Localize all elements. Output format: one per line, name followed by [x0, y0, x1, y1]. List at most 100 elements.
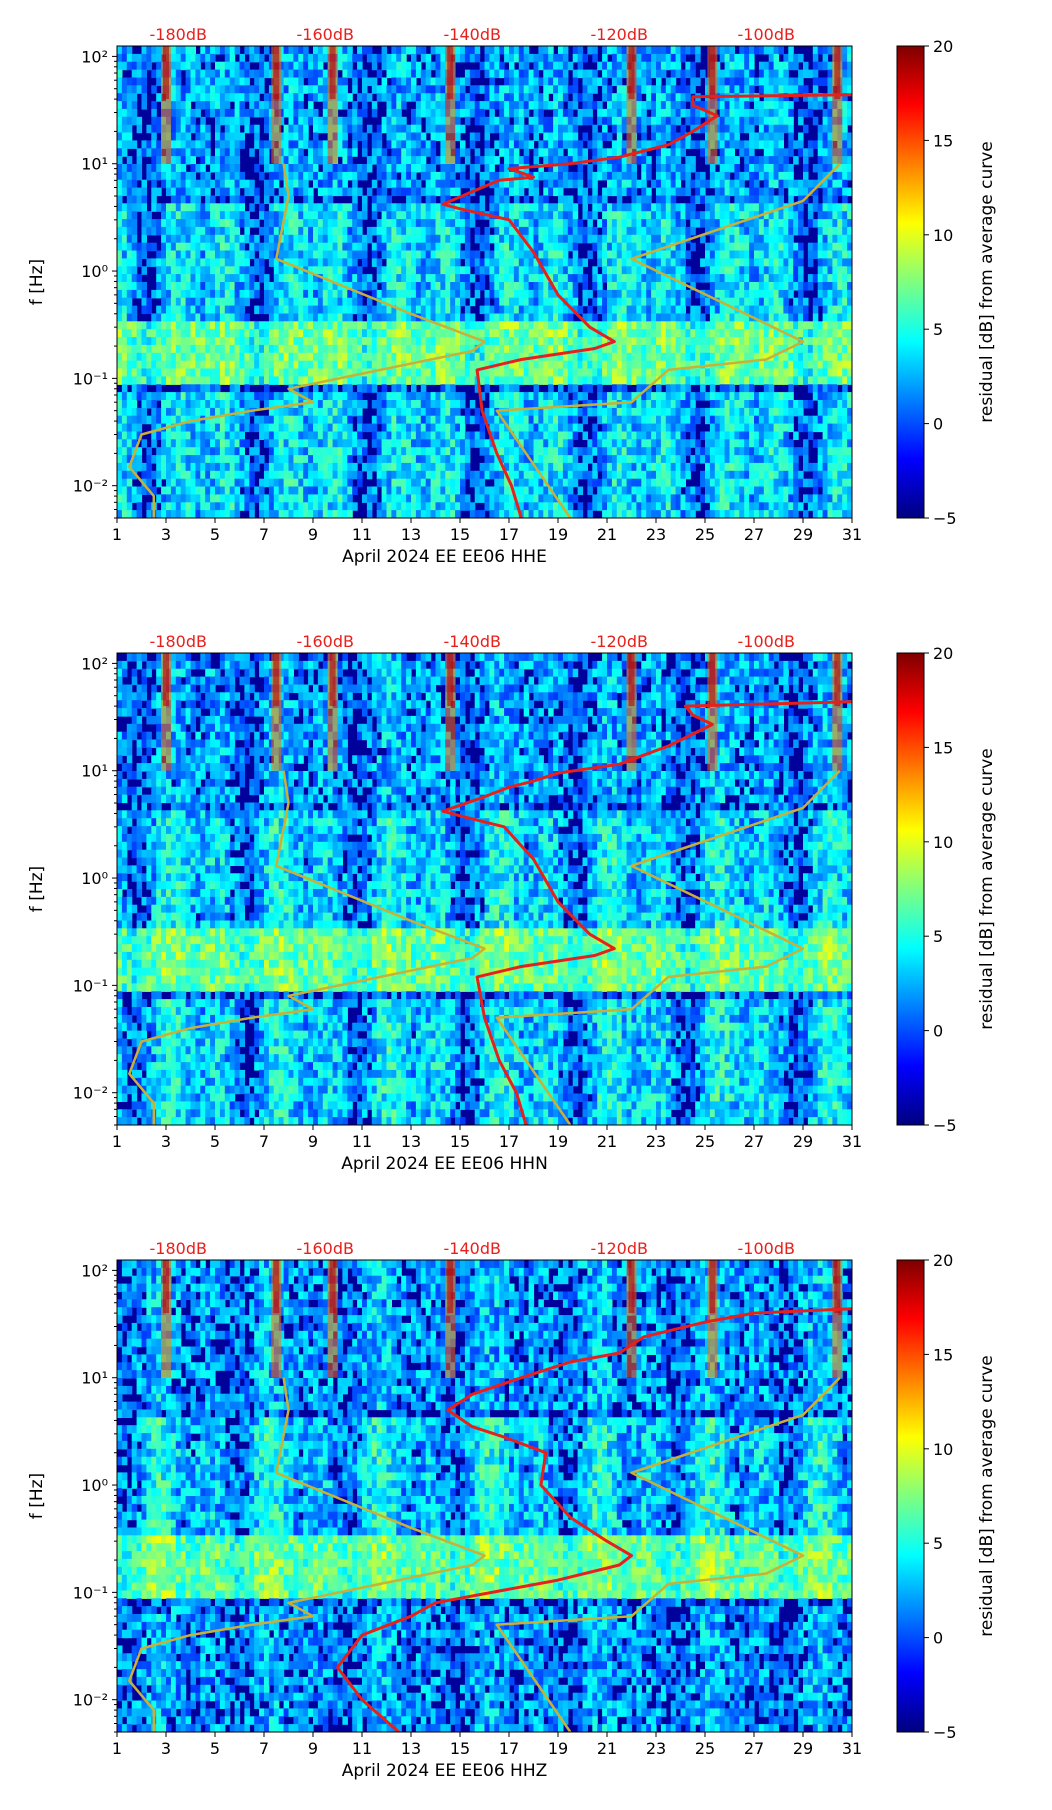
- spectrogram-cell: [567, 431, 574, 440]
- spectrogram-cell: [406, 344, 412, 354]
- spectrogram-cell: [288, 392, 294, 401]
- spectrogram-cell: [445, 313, 451, 322]
- spectrogram-cell: [567, 494, 574, 503]
- spectrogram-cell: [538, 219, 544, 228]
- spectrogram-cell: [308, 77, 314, 86]
- spectrogram-cell: [489, 164, 495, 173]
- spectrogram-cell: [327, 258, 334, 267]
- spectrogram-cell: [322, 423, 329, 433]
- spectrogram-cell: [489, 101, 495, 110]
- spectrogram-cell: [391, 132, 397, 141]
- spectrogram-cell: [499, 407, 505, 417]
- spectrogram-cell: [499, 439, 505, 448]
- spectrogram-cell: [464, 274, 471, 283]
- spectrogram-cell: [558, 140, 564, 149]
- spectrogram-cell: [219, 226, 226, 236]
- spectrogram-cell: [567, 242, 574, 252]
- spectrogram-cell: [210, 179, 216, 189]
- spectrogram-cell: [455, 439, 461, 448]
- spectrogram-cell: [244, 282, 250, 291]
- spectrogram-cell: [484, 132, 490, 141]
- spectrogram-cell: [499, 297, 505, 307]
- spectrogram-cell: [264, 392, 270, 401]
- spectrogram-cell: [273, 344, 280, 354]
- spectrogram-cell: [175, 85, 182, 94]
- spectrogram-cell: [362, 329, 368, 338]
- spectrogram-cell: [175, 439, 182, 448]
- spectrogram-cell: [347, 494, 353, 503]
- spectrogram-cell: [259, 415, 265, 425]
- spectrogram-cell: [342, 455, 348, 464]
- spectrogram-cell: [156, 321, 162, 330]
- spectrogram-cell: [239, 242, 245, 252]
- spectrogram-cell: [504, 148, 510, 157]
- spectrogram-cell: [455, 337, 461, 346]
- spectrogram-cell: [156, 187, 162, 197]
- spectrogram-cell: [190, 234, 196, 244]
- spectrogram-cell: [440, 494, 446, 503]
- spectrogram-cell: [396, 156, 402, 165]
- spectrogram-cell: [445, 447, 451, 456]
- spectrogram-cell: [504, 211, 510, 220]
- spectrogram-cell: [562, 203, 569, 212]
- spectrogram-cell: [381, 407, 388, 417]
- spectrogram-cell: [362, 77, 368, 86]
- spectrogram-cell: [141, 321, 147, 330]
- spectrogram-cell: [313, 470, 319, 480]
- spectrogram-cell: [425, 376, 432, 385]
- spectrogram-cell: [543, 116, 549, 126]
- spectrogram-cell: [420, 462, 427, 472]
- spectrogram-cell: [229, 494, 236, 503]
- spectrogram-cell: [347, 321, 353, 330]
- spectrogram-cell: [136, 455, 143, 464]
- spectrogram-cell: [205, 313, 211, 322]
- spectrogram-cell: [141, 470, 147, 480]
- spectrogram-cell: [234, 431, 241, 440]
- spectrogram-cell: [205, 455, 211, 464]
- spectrogram-cell: [121, 392, 128, 401]
- spectrogram-cell: [195, 368, 201, 377]
- spectrogram-cell: [205, 101, 211, 110]
- spectrogram-cell: [543, 470, 549, 480]
- spectrogram-cell: [386, 400, 392, 409]
- spectrogram-cell: [121, 462, 128, 472]
- spectrogram-cell: [435, 368, 441, 377]
- spectrogram-cell: [234, 360, 241, 370]
- spectrogram-cell: [215, 478, 221, 488]
- spectrogram-cell: [288, 132, 294, 141]
- spectrogram-cell: [210, 211, 216, 220]
- spectrogram-cell: [322, 211, 329, 220]
- spectrogram-cell: [170, 447, 177, 456]
- spectrogram-cell: [572, 352, 579, 362]
- spectrogram-cell: [523, 368, 530, 377]
- spectrogram-cell: [553, 400, 559, 409]
- spectrogram-cell: [572, 69, 579, 79]
- spectrogram-cell: [161, 455, 167, 464]
- spectrogram-cell: [479, 101, 486, 110]
- spectrogram-cell: [219, 46, 226, 55]
- spectrogram-cell: [357, 171, 363, 181]
- spectrogram-cell: [180, 329, 187, 338]
- spectrogram-cell: [136, 368, 143, 377]
- spectrogram-cell: [195, 219, 201, 228]
- spectrogram-cell: [166, 250, 172, 259]
- spectrogram-cell: [190, 116, 196, 126]
- spectrogram-cell: [347, 234, 353, 244]
- spectrogram-cell: [170, 219, 177, 228]
- spectrogram-cell: [200, 282, 206, 291]
- spectrogram-cell: [499, 352, 505, 362]
- spectrogram-cell: [219, 478, 226, 488]
- spectrogram-cell: [170, 321, 177, 330]
- spectrogram-cell: [420, 234, 427, 244]
- spectrogram-cell: [357, 455, 363, 464]
- spectrogram-cell: [244, 392, 250, 401]
- spectrogram-cell: [474, 470, 481, 480]
- spectrogram-cell: [264, 423, 270, 433]
- spectrogram-cell: [362, 282, 368, 291]
- spectrogram-cell: [117, 226, 123, 236]
- spectrogram-cell: [523, 226, 530, 236]
- spectrogram-cell: [175, 171, 182, 181]
- spectrogram-cell: [435, 250, 441, 259]
- spectrogram-cell: [518, 53, 525, 63]
- spectrogram-cell: [435, 234, 441, 244]
